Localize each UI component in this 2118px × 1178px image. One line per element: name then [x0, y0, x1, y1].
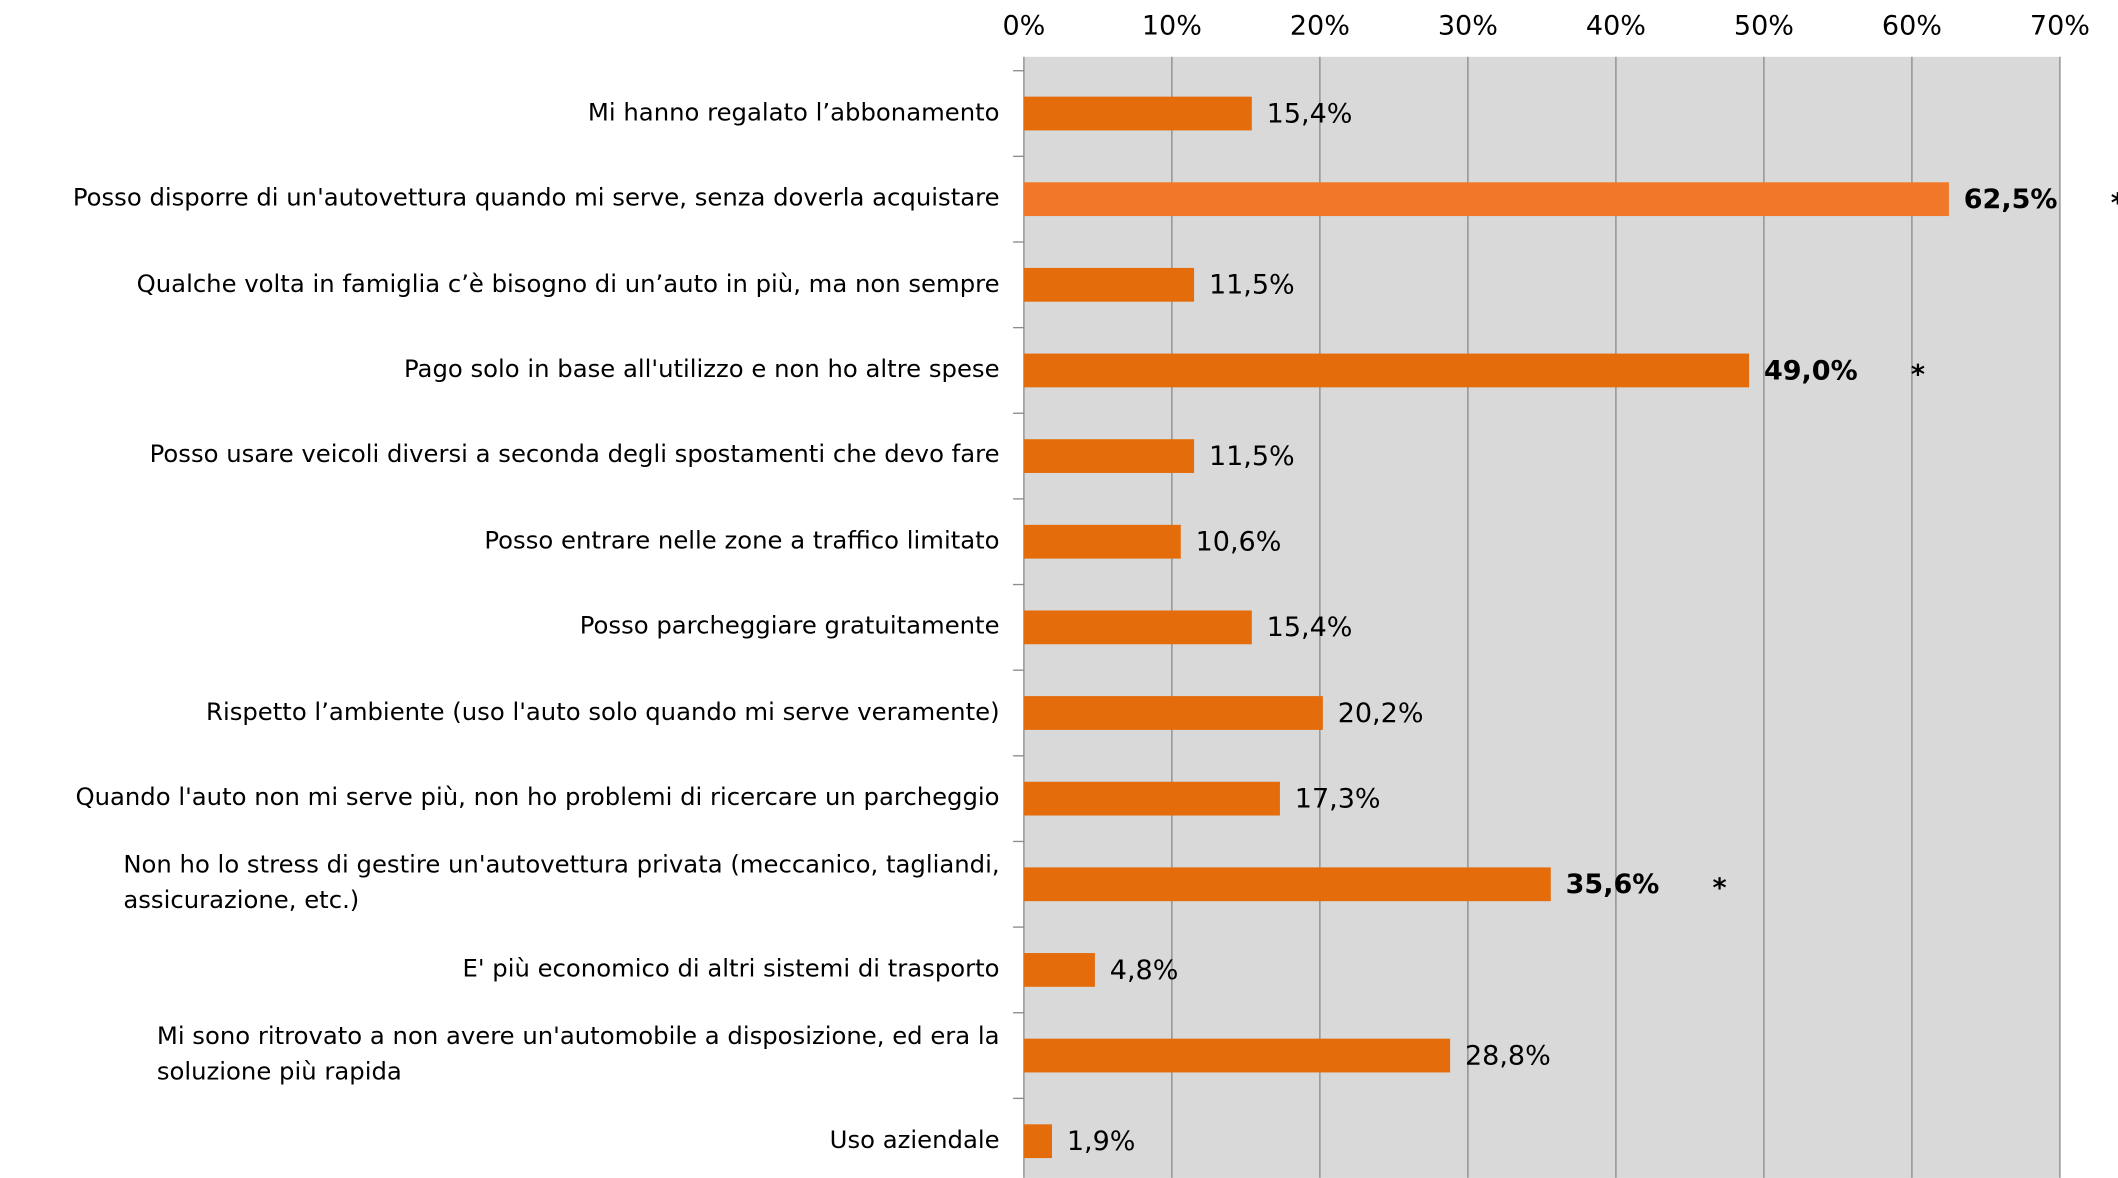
data-label: 11,5%: [1209, 441, 1295, 472]
bar: [1023, 353, 1750, 388]
category-label-box: Mi hanno regalato l’abbonamento: [0, 71, 1000, 156]
data-label: 35,6%: [1566, 869, 1660, 900]
data-label: 10,6%: [1196, 527, 1282, 558]
bar: [1023, 96, 1252, 131]
x-tick-label: 60%: [1882, 11, 1942, 42]
x-tick-label: 10%: [1142, 11, 1202, 42]
highlight-marker: *: [1713, 873, 1727, 904]
bar: [1023, 1124, 1053, 1159]
x-tick-label: 50%: [1734, 11, 1794, 42]
category-row: Uso aziendale: [0, 1098, 1000, 1178]
category-label-box: Quando l'auto non mi serve più, non ho p…: [0, 756, 1000, 841]
x-tick-label: 20%: [1290, 11, 1350, 42]
category-row: Posso parcheggiare gratuitamente: [0, 585, 1000, 670]
highlight-marker: *: [1911, 359, 1925, 390]
data-label: 20,2%: [1338, 698, 1424, 729]
y-tick-label: Quando l'auto non mi serve più, non ho p…: [75, 783, 1000, 812]
category-label-box: E' più economico di altri sistemi di tra…: [0, 927, 1000, 1012]
y-tick-label: Mi hanno regalato l’abbonamento: [587, 98, 1000, 127]
category-row: Rispetto l’ambiente (uso l'auto solo qua…: [0, 670, 1000, 755]
bar: [1023, 524, 1181, 559]
category-label-box: Qualche volta in famiglia c’è bisogno di…: [0, 242, 1000, 327]
bar: [1023, 781, 1280, 816]
category-row: E' più economico di altri sistemi di tra…: [0, 927, 1000, 1012]
bar: [1023, 182, 1949, 217]
category-row: Non ho lo stress di gestire un'autovettu…: [0, 841, 1000, 926]
data-label: 15,4%: [1267, 98, 1353, 129]
x-tick-label: 40%: [1586, 11, 1646, 42]
category-row: Posso usare veicoli diversi a seconda de…: [0, 413, 1000, 498]
data-label: 49,0%: [1764, 355, 1858, 386]
data-label: 17,3%: [1295, 783, 1381, 814]
category-label-box: Uso aziendale: [0, 1098, 1000, 1178]
data-label: 1,9%: [1067, 1126, 1136, 1157]
data-label: 4,8%: [1110, 955, 1179, 986]
category-label-box: Pago solo in base all'utilizzo e non ho …: [0, 328, 1000, 413]
category-row: Quando l'auto non mi serve più, non ho p…: [0, 756, 1000, 841]
x-tick-label: 30%: [1438, 11, 1498, 42]
data-label: 15,4%: [1267, 612, 1353, 643]
y-tick-label: Posso parcheggiare gratuitamente: [579, 612, 1000, 641]
category-label-box: Posso usare veicoli diversi a seconda de…: [0, 413, 1000, 498]
y-tick-label: Uso aziendale: [829, 1126, 1000, 1155]
bar: [1023, 867, 1551, 902]
y-tick-label: Rispetto l’ambiente (uso l'auto solo qua…: [206, 697, 1000, 727]
category-label-box: Posso entrare nelle zone a traffico limi…: [0, 499, 1000, 584]
data-label: 11,5%: [1209, 270, 1295, 301]
category-row: Mi sono ritrovato a non avere un'automob…: [0, 1013, 1000, 1098]
bar: [1023, 267, 1195, 302]
category-label-box: Rispetto l’ambiente (uso l'auto solo qua…: [0, 670, 1000, 755]
y-tick-label: Posso usare veicoli diversi a seconda de…: [149, 440, 1000, 470]
x-tick-label: 70%: [2030, 11, 2090, 42]
y-tick-label: Pago solo in base all'utilizzo e non ho …: [403, 355, 1000, 384]
category-row: Pago solo in base all'utilizzo e non ho …: [0, 328, 1000, 413]
category-label-box: Non ho lo stress di gestire un'autovettu…: [0, 841, 1000, 926]
y-tick-label: Non ho lo stress di gestire un'autovettu…: [123, 851, 1000, 916]
category-row: Mi hanno regalato l’abbonamento: [0, 71, 1000, 156]
y-tick-label: Mi sono ritrovato a non avere un'automob…: [156, 1022, 1000, 1087]
data-label: 28,8%: [1465, 1040, 1551, 1071]
y-tick-label: Posso entrare nelle zone a traffico limi…: [484, 526, 1000, 555]
category-label-box: Posso disporre di un'autovettura quando …: [0, 156, 1000, 241]
bar: [1023, 439, 1195, 473]
x-tick-label: 0%: [1002, 11, 1045, 42]
highlight-marker: *: [2111, 188, 2118, 219]
y-tick-label: Posso disporre di un'autovettura quando …: [72, 184, 1000, 213]
category-row: Qualche volta in famiglia c’è bisogno di…: [0, 242, 1000, 327]
bar: [1023, 1038, 1451, 1073]
bar: [1023, 610, 1252, 645]
y-tick-label: E' più economico di altri sistemi di tra…: [462, 954, 1000, 984]
category-row: Posso entrare nelle zone a traffico limi…: [0, 499, 1000, 584]
data-label: 62,5%: [1964, 184, 2058, 215]
y-tick-label: Qualche volta in famiglia c’è bisogno di…: [136, 269, 1000, 299]
bar: [1023, 953, 1095, 987]
category-row: Posso disporre di un'autovettura quando …: [0, 156, 1000, 241]
category-label-box: Mi sono ritrovato a non avere un'automob…: [0, 1013, 1000, 1098]
bar: [1023, 696, 1323, 730]
category-label-box: Posso parcheggiare gratuitamente: [0, 585, 1000, 670]
